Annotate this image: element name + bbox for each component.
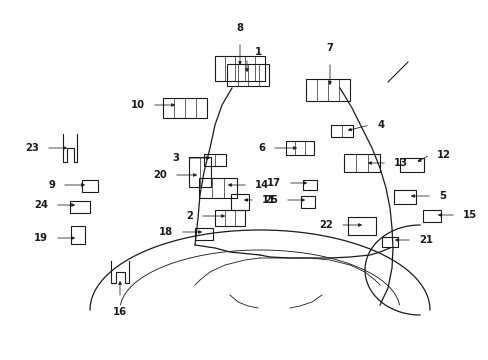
Text: 11: 11: [262, 195, 276, 205]
Text: 24: 24: [34, 200, 48, 210]
Text: 2: 2: [186, 211, 193, 221]
Bar: [422, 210, 440, 222]
Text: 6: 6: [258, 143, 264, 153]
Bar: [215, 210, 244, 226]
Text: 18: 18: [159, 227, 173, 237]
Bar: [343, 154, 379, 172]
Text: 15: 15: [462, 210, 476, 220]
Text: 12: 12: [436, 150, 450, 160]
Bar: [215, 55, 264, 81]
Bar: [399, 158, 423, 172]
Bar: [305, 79, 349, 101]
Text: 25: 25: [264, 195, 278, 205]
Bar: [71, 226, 85, 244]
Text: 20: 20: [153, 170, 167, 180]
Text: 17: 17: [266, 178, 281, 188]
Bar: [347, 217, 375, 235]
Bar: [285, 141, 313, 155]
Text: 22: 22: [319, 220, 332, 230]
Text: 1: 1: [254, 47, 262, 57]
Text: 7: 7: [326, 43, 333, 53]
Bar: [303, 180, 316, 190]
Text: 9: 9: [48, 180, 55, 190]
Text: 13: 13: [393, 158, 407, 168]
Bar: [226, 64, 268, 86]
Bar: [189, 157, 210, 187]
Text: 4: 4: [376, 120, 384, 130]
Text: 8: 8: [236, 23, 243, 33]
Text: 14: 14: [254, 180, 269, 190]
Text: 21: 21: [418, 235, 432, 245]
Bar: [203, 154, 225, 166]
Bar: [230, 194, 248, 210]
Bar: [82, 180, 98, 192]
Bar: [330, 125, 352, 137]
Bar: [70, 201, 90, 213]
Bar: [393, 190, 415, 204]
Bar: [163, 98, 206, 118]
Text: 19: 19: [34, 233, 48, 243]
Bar: [199, 178, 237, 198]
Text: 16: 16: [113, 307, 127, 317]
Text: 3: 3: [172, 153, 179, 163]
Text: 5: 5: [438, 191, 445, 201]
Bar: [381, 237, 397, 247]
Text: 10: 10: [131, 100, 145, 110]
Bar: [301, 196, 314, 208]
Bar: [195, 228, 213, 240]
Text: 23: 23: [25, 143, 39, 153]
